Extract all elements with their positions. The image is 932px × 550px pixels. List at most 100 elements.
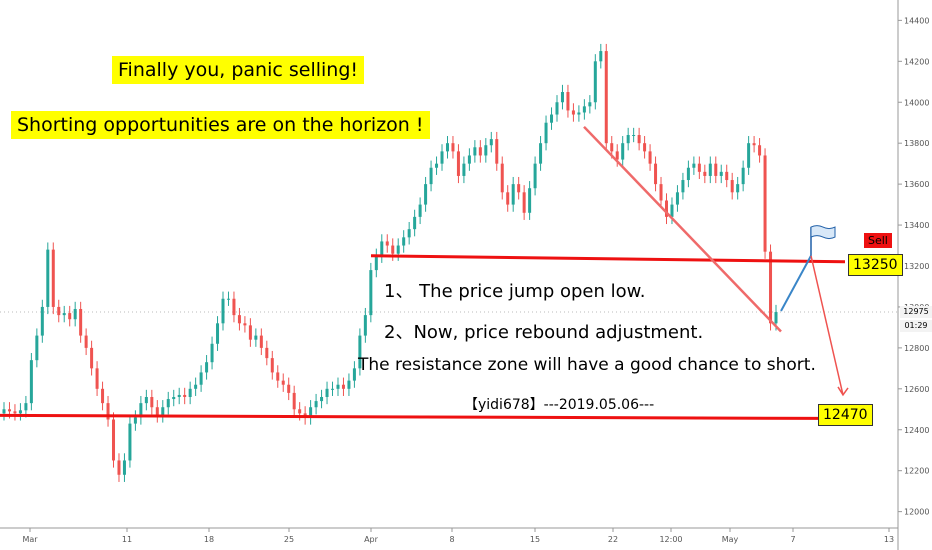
candle-body [582,106,586,113]
candle-body [265,347,269,359]
time-tick-label: 25 [284,535,294,544]
candle-body [440,151,444,164]
candle-body [90,347,94,369]
candle-body [320,397,324,402]
candle-body [183,394,187,397]
price-tick-label: 14400 [904,16,929,25]
candle-body [533,163,537,189]
candle-body [555,102,559,115]
resistance-line [370,254,846,264]
candle-body [495,139,499,164]
candle-body [40,306,44,336]
candle-body [18,410,22,414]
candle-body [637,135,641,144]
candle-body [188,388,192,397]
candle-body [336,384,340,389]
candle-body [2,409,6,414]
candle-body [747,143,751,168]
candle-body [560,92,564,103]
candle-body [276,372,280,381]
time-tick-label: 22 [608,535,618,544]
candle-body [216,323,220,344]
candle-body [577,112,581,115]
annotation-lines [0,125,849,420]
candle-body [758,145,762,156]
candle-body [106,403,110,420]
time-tick-label: 11 [122,535,132,544]
candle-body [621,143,625,160]
candle-body [358,335,362,369]
candle-body [643,143,647,152]
candle-body [604,51,608,144]
candle-body [539,143,543,164]
candle-body [550,114,554,123]
candle-body [24,403,28,411]
candles [2,43,778,482]
candle-body [385,241,389,246]
candle-body [298,409,302,414]
candle-body [703,171,707,176]
time-tick-label: 18 [204,535,214,544]
candle-body [424,184,428,205]
candle-body [13,411,17,414]
candle-body [730,180,734,193]
candle-body [84,335,88,348]
candle-body [226,298,230,300]
projection-up [780,255,812,312]
candle-body [506,192,510,205]
candle-body [254,335,258,340]
time-tick-label: 13 [884,535,894,544]
candle-body [571,110,575,115]
candle-body [210,343,214,363]
candle-body [528,188,532,213]
price-tick-label: 14200 [904,57,929,66]
candle-body [128,423,132,461]
candle-body [769,251,773,324]
candle-body [95,368,99,389]
candle-body [402,237,406,246]
candle-body [429,167,433,185]
candle-body [101,388,105,404]
candle-body [462,163,466,176]
candle-body [435,163,439,168]
candle-body [133,417,137,424]
projection-down [810,255,844,396]
note-line-2: 2、Now, price rebound adjustment. [384,322,704,343]
candle-body [478,147,482,156]
candle-body [725,171,729,181]
candle-body [111,419,116,461]
current-price-label: 12975 [900,306,932,318]
candle-body [237,315,241,324]
candle-body [29,360,33,404]
subheadline-banner: Shorting opportunities are on the horizo… [11,111,430,139]
price-tick-label: 13400 [904,221,929,230]
time-tick-label: May [722,535,739,544]
flag-icon [810,225,836,240]
candle-body [35,335,39,361]
candle-body [566,92,570,111]
candle-body [632,135,636,136]
time-tick-label: 15 [530,535,540,544]
candle-body [719,171,723,176]
price-tick-label: 12000 [904,508,929,517]
candle-body [331,388,335,390]
candle-body [714,163,718,176]
candle-body [451,143,455,152]
price-tick-label: 14000 [904,98,929,107]
candle-body [325,388,329,397]
candle-body [166,399,170,408]
time-tick-label: Mar [22,535,38,544]
candle-body [68,313,72,320]
candle-body [62,313,66,316]
time-tick-label: 7 [790,535,795,544]
candle-body [692,163,696,168]
candle-body [686,167,690,181]
candle-body [139,403,143,418]
price-tick-label: 12400 [904,426,929,435]
candle-body [407,229,411,238]
candle-body [57,306,61,316]
candle-body [489,139,493,146]
time-tick-label: 12:00 [659,535,682,544]
price-tick-label: 13600 [904,180,929,189]
